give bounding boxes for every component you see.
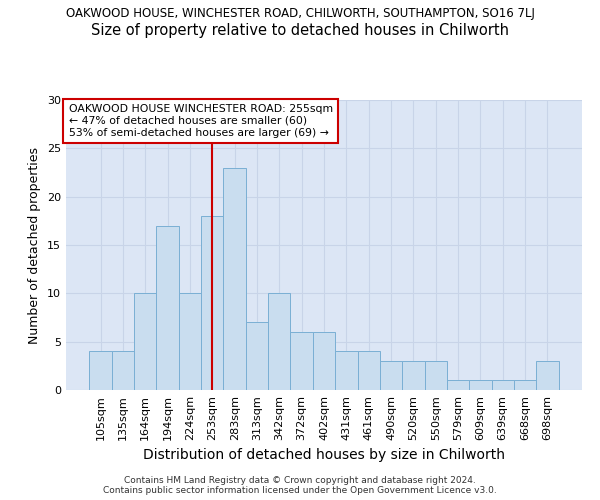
Text: Size of property relative to detached houses in Chilworth: Size of property relative to detached ho…	[91, 22, 509, 38]
Text: OAKWOOD HOUSE WINCHESTER ROAD: 255sqm
← 47% of detached houses are smaller (60)
: OAKWOOD HOUSE WINCHESTER ROAD: 255sqm ← …	[68, 104, 333, 138]
Bar	[469, 380, 491, 390]
Bar	[201, 216, 223, 390]
X-axis label: Distribution of detached houses by size in Chilworth: Distribution of detached houses by size …	[143, 448, 505, 462]
Text: OAKWOOD HOUSE, WINCHESTER ROAD, CHILWORTH, SOUTHAMPTON, SO16 7LJ: OAKWOOD HOUSE, WINCHESTER ROAD, CHILWORT…	[65, 8, 535, 20]
Bar	[335, 352, 358, 390]
Bar	[358, 352, 380, 390]
Y-axis label: Number of detached properties: Number of detached properties	[28, 146, 41, 344]
Bar	[134, 294, 157, 390]
Bar	[246, 322, 268, 390]
Bar	[402, 361, 425, 390]
Bar	[223, 168, 246, 390]
Text: Contains HM Land Registry data © Crown copyright and database right 2024.
Contai: Contains HM Land Registry data © Crown c…	[103, 476, 497, 495]
Bar	[89, 352, 112, 390]
Bar	[112, 352, 134, 390]
Bar	[157, 226, 179, 390]
Bar	[290, 332, 313, 390]
Bar	[179, 294, 201, 390]
Bar	[447, 380, 469, 390]
Bar	[268, 294, 290, 390]
Bar	[313, 332, 335, 390]
Bar	[380, 361, 402, 390]
Bar	[491, 380, 514, 390]
Bar	[425, 361, 447, 390]
Bar	[514, 380, 536, 390]
Bar	[536, 361, 559, 390]
